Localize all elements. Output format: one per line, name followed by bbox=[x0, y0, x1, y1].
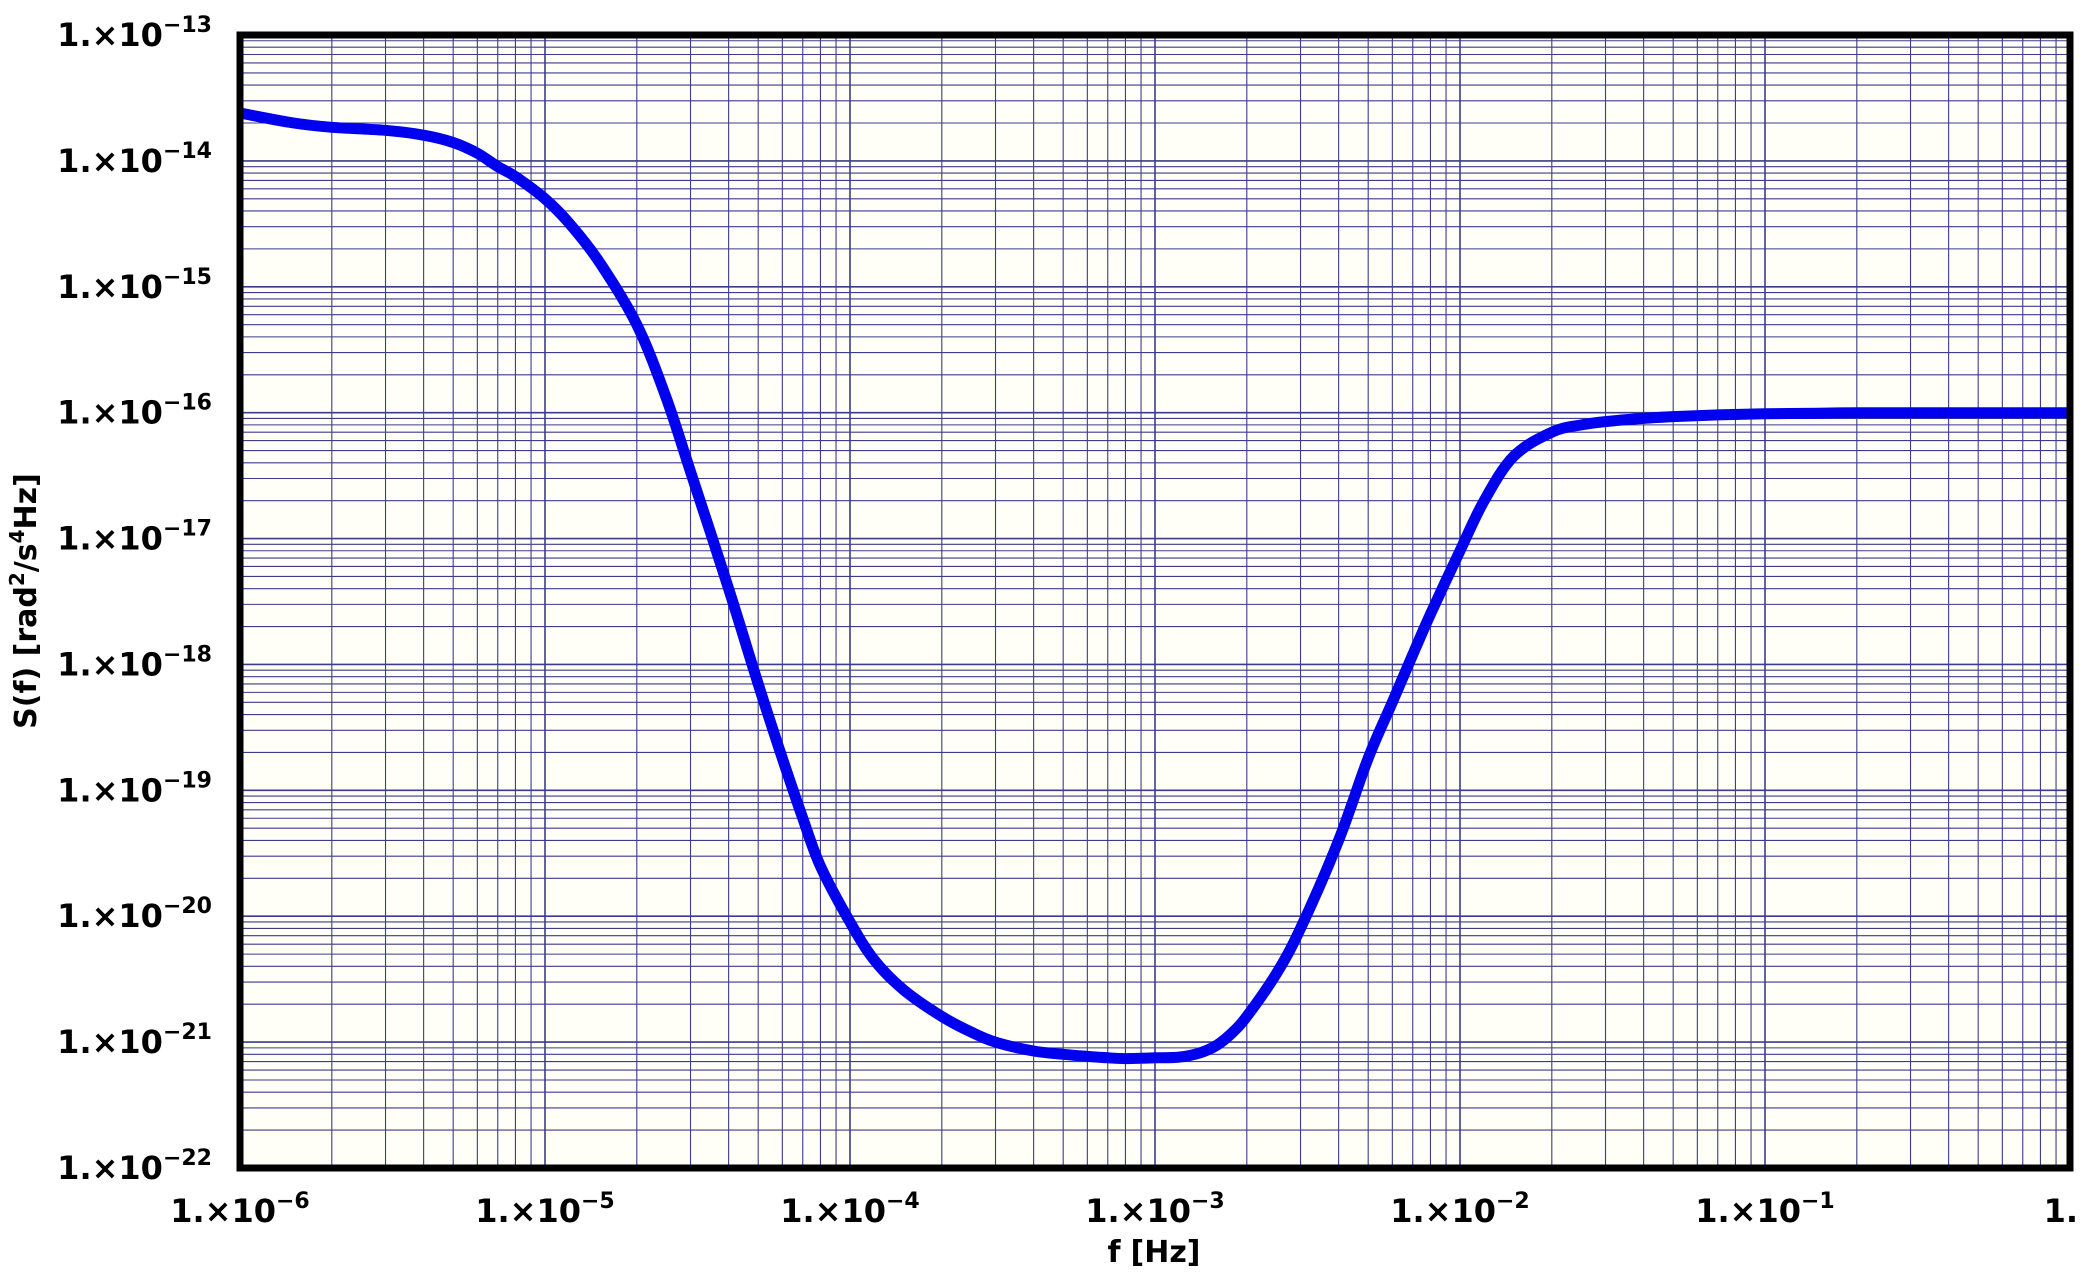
y-tick-label: 1.×10−14 bbox=[57, 139, 212, 180]
y-tick-label: 1.×10−17 bbox=[57, 517, 212, 558]
x-tick-label: 1.×10−6 bbox=[170, 1189, 310, 1230]
x-axis-label-main: f bbox=[1107, 1235, 1121, 1270]
grid bbox=[240, 35, 2070, 1168]
y-tick-label: 1.×10−16 bbox=[57, 391, 212, 432]
x-tick-label: 1.×10−3 bbox=[1085, 1189, 1225, 1230]
x-tick-label: 1. bbox=[2044, 1192, 2078, 1230]
x-axis-label-unit: [Hz] bbox=[1131, 1235, 1201, 1270]
y-axis-label-sup1: 2 bbox=[5, 572, 29, 586]
y-axis-label-sup2: 4 bbox=[5, 529, 29, 543]
x-tick-label: 1.×10−4 bbox=[780, 1189, 920, 1230]
y-axis-label: S(f) [rad2/s4Hz] bbox=[5, 473, 44, 729]
y-tick-label: 1.×10−21 bbox=[57, 1020, 212, 1061]
y-tick-label: 1.×10−20 bbox=[57, 894, 212, 935]
y-tick-label: 1.×10−13 bbox=[57, 13, 212, 54]
x-tick-labels: 1.×10−6 1.×10−5 1.×10−4 1.×10−3 1.×10−2 1.×10… bbox=[170, 1189, 2078, 1230]
plot-frame bbox=[236, 31, 2074, 1172]
y-tick-label: 1.×10−19 bbox=[57, 768, 212, 809]
y-tick-label: 1.×10−18 bbox=[57, 642, 212, 683]
series-line bbox=[240, 107, 2070, 1065]
y-axis-label-post: Hz] bbox=[9, 473, 44, 529]
x-tick-label: 1.×10−2 bbox=[1390, 1189, 1530, 1230]
y-tick-labels: 1.×10−13 1.×10−14 1.×10−15 1.×10−16 1.×10−17… bbox=[57, 13, 212, 1187]
y-axis-label-pre: S(f) [rad bbox=[9, 586, 44, 729]
x-tick-label: 1.×10−1 bbox=[1695, 1189, 1835, 1230]
x-tick-label: 1.×10−5 bbox=[475, 1189, 615, 1230]
y-tick-label: 1.×10−22 bbox=[57, 1146, 212, 1187]
series-layer bbox=[240, 107, 2070, 1065]
y-tick-label: 1.×10−15 bbox=[57, 265, 212, 306]
x-axis-label: f [Hz] bbox=[1107, 1235, 1200, 1270]
y-axis-label-mid: /s bbox=[9, 543, 44, 572]
